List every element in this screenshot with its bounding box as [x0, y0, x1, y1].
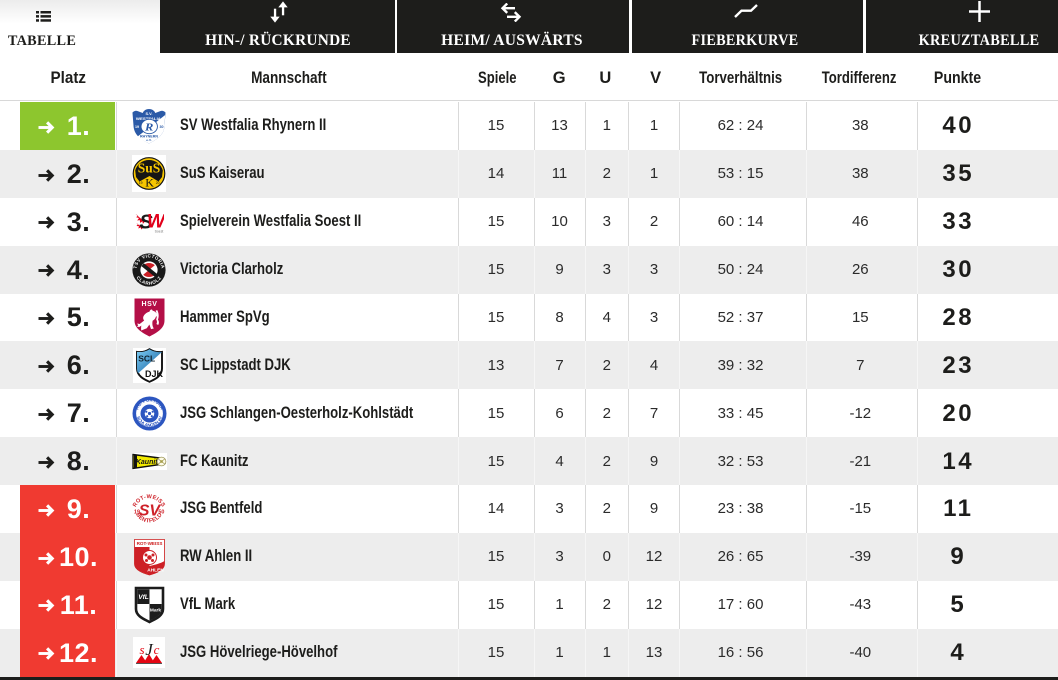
svg-text:DJK: DJK	[144, 369, 163, 379]
svg-text:20: 20	[156, 181, 160, 185]
svg-text:VfL: VfL	[138, 594, 149, 601]
svg-text:c: c	[154, 642, 160, 657]
svg-text:SuS: SuS	[138, 161, 161, 176]
svg-text:R: R	[144, 120, 154, 133]
svg-text:Mark: Mark	[149, 607, 161, 613]
svg-text:J: J	[145, 640, 154, 659]
svg-text:s: s	[139, 642, 144, 657]
svg-text:WESTFALIA: WESTFALIA	[136, 116, 161, 121]
svg-text:RHYNERN: RHYNERN	[140, 135, 159, 139]
svg-text:Soest: Soest	[155, 229, 164, 233]
svg-text:ROT-WEISS: ROT-WEISS	[136, 541, 162, 546]
svg-text:SCL: SCL	[138, 354, 155, 364]
svg-text:19: 19	[135, 125, 139, 129]
svg-text:Kaunitz: Kaunitz	[135, 459, 161, 466]
svg-text:AHLEN: AHLEN	[147, 567, 164, 573]
svg-text:W: W	[147, 211, 164, 232]
svg-text:19: 19	[134, 509, 140, 515]
svg-text:K: K	[145, 176, 154, 190]
svg-text:S: S	[139, 211, 153, 233]
svg-text:30: 30	[160, 125, 164, 129]
svg-text:e.V.: e.V.	[146, 138, 152, 142]
svg-text:S.V.: S.V.	[146, 112, 153, 116]
svg-text:HSV: HSV	[141, 301, 157, 308]
svg-text:50: 50	[158, 509, 164, 515]
svg-text:SV: SV	[139, 502, 162, 519]
svg-text:19: 19	[139, 181, 143, 185]
